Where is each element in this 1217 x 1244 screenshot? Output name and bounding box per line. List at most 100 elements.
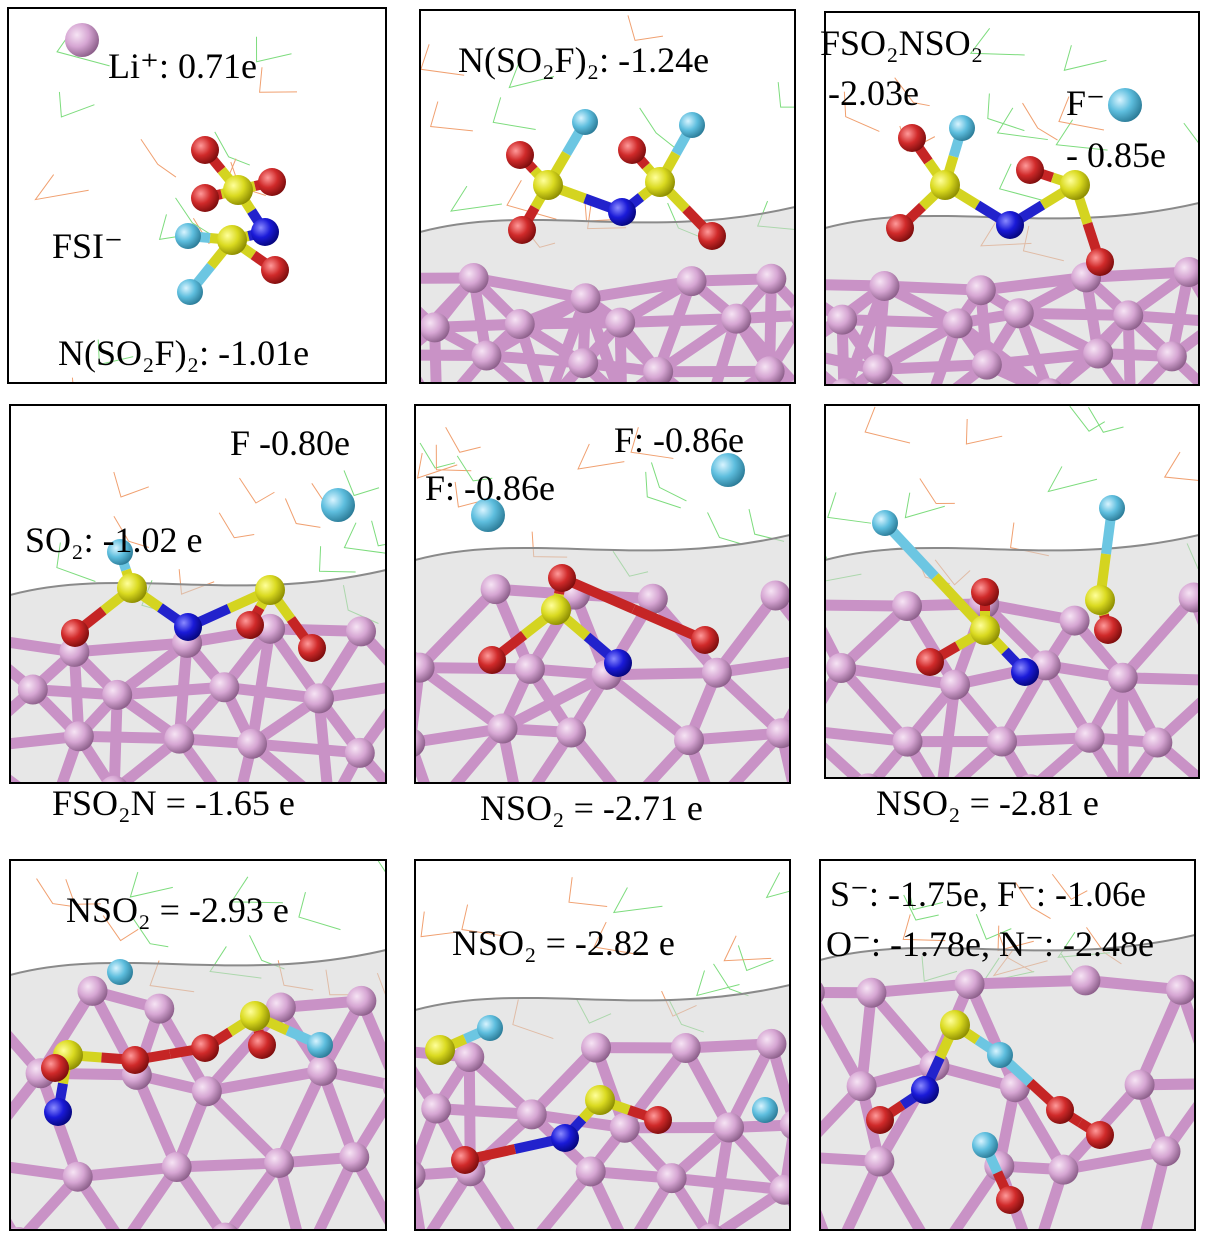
lattice-atom [987,727,1017,757]
label: F: -0.86e [425,468,555,508]
lattice-atom [721,304,751,334]
lattice-atom [809,1235,839,1239]
panel [0,405,427,830]
atom [1011,658,1039,686]
atom [307,1032,333,1058]
lattice-atom [307,1056,337,1086]
lattice-bond [708,392,802,412]
atom [240,1001,270,1031]
atom [1094,616,1122,644]
lattice-atom [515,654,545,684]
lattice-atom [1199,1069,1217,1099]
atom [866,1106,894,1134]
label: -2.03e [828,73,919,113]
lattice-atom [368,263,398,293]
solvent [905,493,944,518]
lattice-atom [972,350,1002,380]
lattice-atom [912,396,942,426]
lattice-atom [698,791,728,821]
solvent [72,378,107,403]
atom [175,223,201,249]
lattice-atom [677,266,707,296]
solvent [260,67,297,92]
atom [618,136,646,164]
lattice-bond [1049,393,1130,399]
lattice-atom [943,308,973,338]
lattice-atom [581,1033,611,1063]
lattice-atom [829,378,859,408]
renders [0,8,1217,1239]
atom [572,109,598,135]
label: F⁻ [1066,83,1105,123]
lattice-bond [713,802,797,807]
lattice-atom [1150,1136,1180,1166]
label: N(SO₂F)₂: -1.01e [58,333,309,373]
lattice-atom [488,714,518,744]
atom [1099,495,1125,521]
atom [248,1031,276,1059]
atom [972,1132,998,1158]
lattice-atom [389,1233,419,1239]
lattice-atom [847,1071,877,1101]
lattice-atom [766,718,796,748]
lattice-atom [162,1152,192,1182]
lattice-atom [826,653,856,683]
lattice-atom [1197,775,1217,805]
solvent [614,887,663,912]
lattice-atom [856,978,886,1008]
atom [987,1042,1013,1068]
atom [1016,156,1044,184]
lattice-atom [1179,583,1209,613]
atom [691,626,719,654]
solvent [431,102,473,131]
label: F -0.80e [230,423,350,463]
atom [930,170,960,200]
atom [298,634,326,662]
lattice-bond [329,809,412,813]
lattice-atom [339,1142,369,1172]
atom [261,256,289,284]
panel [385,860,839,1239]
solvent [1070,406,1105,431]
lattice-atom [674,725,704,755]
solvent [1184,123,1217,148]
atom [506,141,534,169]
caption: NSO₂ = -2.81 e [876,783,1099,823]
lattice-bond [177,1163,279,1167]
lattice-atom [893,727,923,757]
lithium [65,23,99,57]
lattice-atom [864,1146,894,1176]
lattice-atom [346,986,376,1016]
lattice-atom [869,271,899,301]
atom [898,124,926,152]
atom [949,115,975,141]
lattice-atom [756,264,786,294]
lattice-atom [1113,300,1143,330]
lattice-atom [789,715,819,745]
solvent [257,37,292,62]
lattice-atom [1083,338,1113,368]
lattice-bond [802,315,805,392]
labels: Li⁺: 0.71e FSI⁻ N(SO₂F)₂: -1.01e N(SO₂F)… [25,23,1166,964]
lattice-atom [481,574,511,604]
lattice-atom [421,1093,451,1123]
label: N(SO₂F)₂: -1.24e [458,40,709,80]
lattice-atom [780,1110,810,1140]
label: O⁻: -1.78e, N⁻: -2.48e [826,924,1154,964]
label: NSO₂ = -2.82 e [452,923,675,963]
atom [191,184,219,212]
atom [251,218,279,246]
lattice-atom [1108,777,1138,807]
lattice-atom [264,1148,294,1178]
label: Li⁺: 0.71e [108,46,257,86]
solvent [35,175,88,200]
atom [425,1035,455,1065]
lattice-atom [1075,723,1105,753]
lattice-atom [568,348,598,378]
solvent [420,443,455,468]
lattice-atom [209,672,239,702]
lattice-atom [755,356,785,386]
lattice-atom [576,1156,606,1186]
lattice-atom [671,1033,701,1063]
lattice-atom [459,263,489,293]
